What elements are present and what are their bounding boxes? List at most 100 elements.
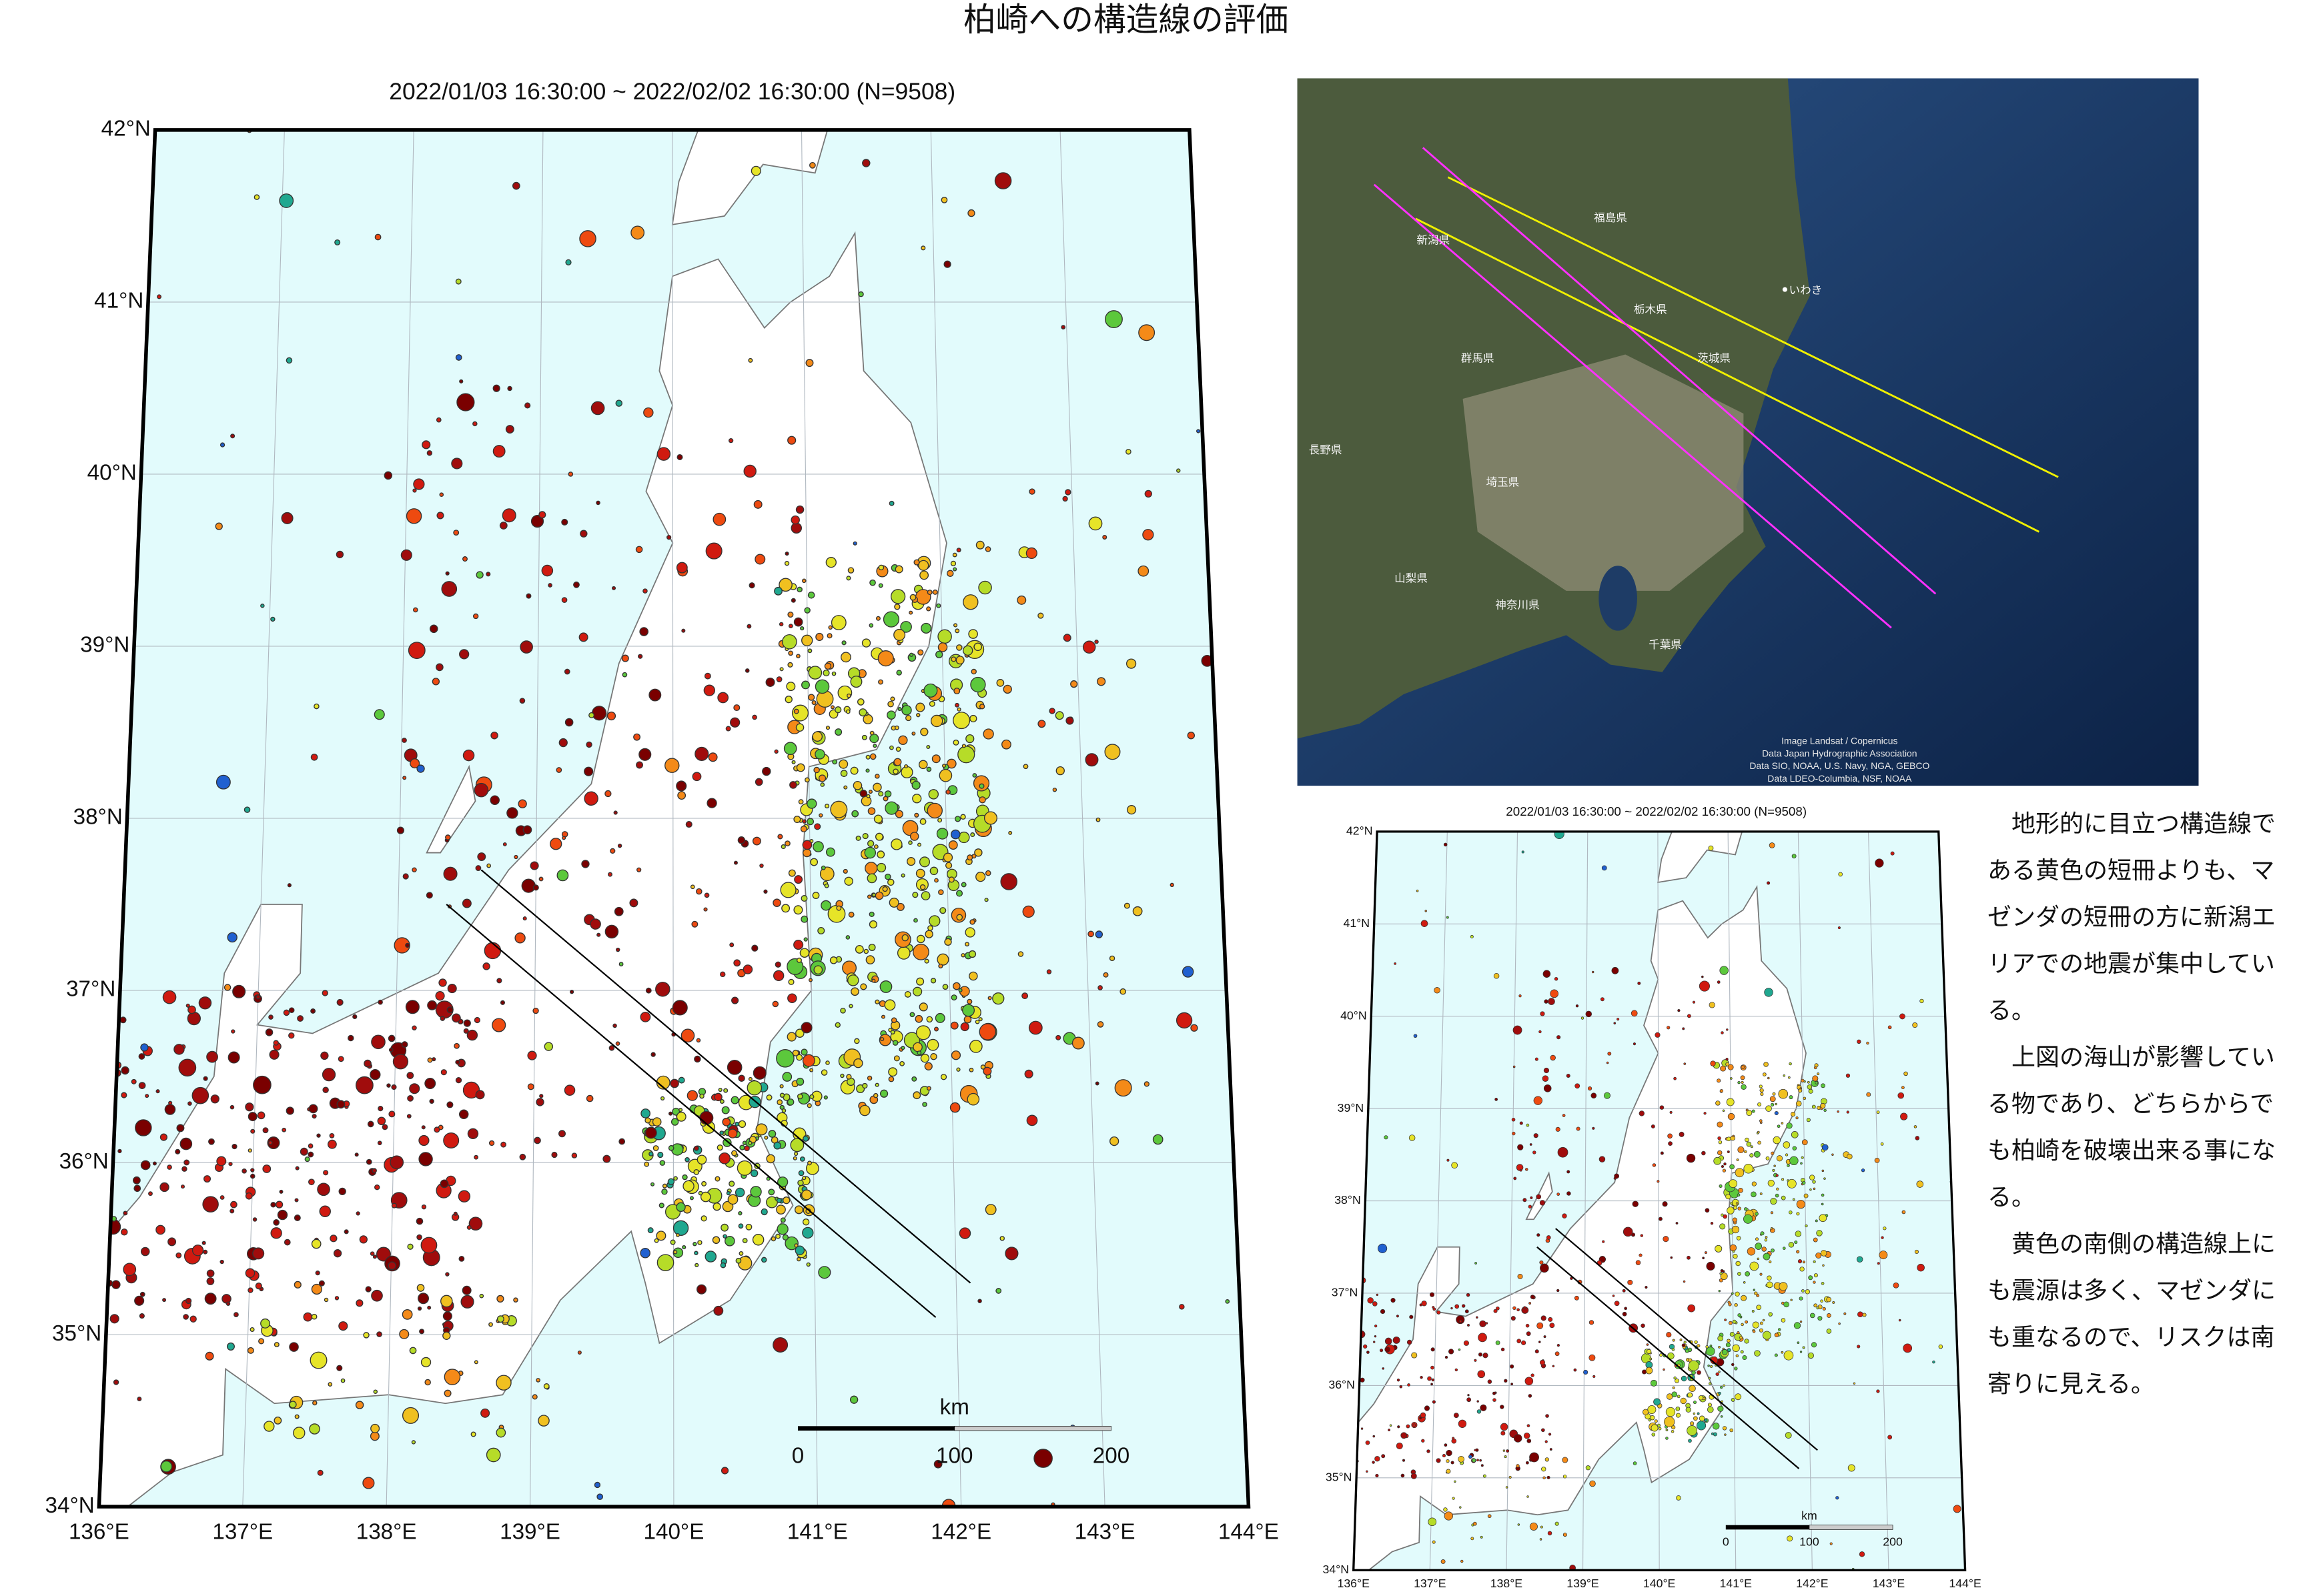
quake-dot: [662, 1183, 667, 1188]
quake-dot: [175, 1252, 182, 1259]
quake-dot: [929, 700, 935, 707]
quake-dot: [682, 1174, 688, 1180]
quake-dot: [901, 934, 909, 942]
quake-dot: [889, 897, 899, 908]
quake-dot: [1798, 1088, 1803, 1093]
quake-dot: [676, 562, 688, 574]
quake-dot: [1061, 325, 1066, 329]
quake-dot: [830, 705, 835, 710]
quake-dot: [847, 974, 859, 986]
quake-dot: [749, 582, 755, 589]
quake-dot: [1521, 1340, 1526, 1345]
quake-dot: [1580, 1016, 1584, 1020]
lon-label: 142°E: [1796, 1577, 1829, 1590]
quake-dot: [840, 1007, 846, 1014]
quake-dot: [443, 866, 458, 881]
quake-dot: [983, 811, 998, 825]
quake-dot: [1736, 1236, 1741, 1241]
quake-dot: [867, 873, 877, 884]
quake-dot: [1728, 1321, 1733, 1325]
prefecture-label: 長野県: [1309, 444, 1342, 456]
quake-dot: [893, 1055, 900, 1062]
quake-dot: [459, 649, 470, 660]
quake-dot: [697, 1284, 707, 1295]
quake-dot: [643, 407, 654, 418]
quake-dot: [1791, 1131, 1799, 1138]
quake-dot: [850, 676, 863, 688]
quake-dot: [878, 564, 885, 571]
quake-dot: [806, 1262, 811, 1267]
quake-dot: [1444, 1511, 1453, 1521]
quake-dot: [1459, 1320, 1462, 1323]
quake-dot: [777, 1223, 789, 1235]
quake-dot: [807, 694, 815, 701]
quake-dot: [474, 1360, 478, 1365]
quake-dot: [245, 1102, 254, 1112]
quake-dot: [250, 1128, 256, 1134]
quake-dot: [1511, 1117, 1516, 1122]
quake-dot: [729, 438, 734, 444]
quake-dot: [1541, 1428, 1545, 1433]
quake-dot: [1876, 1110, 1880, 1114]
quake-dot: [782, 1072, 793, 1082]
quake-dot: [411, 1440, 416, 1445]
quake-dot: [1727, 1348, 1731, 1353]
quake-dot: [1685, 1349, 1689, 1353]
quake-dot: [1427, 1376, 1432, 1381]
quake-dot: [1071, 1036, 1085, 1050]
quake-dot: [1719, 1223, 1726, 1230]
quake-dot: [1657, 1180, 1660, 1183]
quake-dot: [1512, 1131, 1516, 1136]
quake-dot: [282, 1127, 287, 1132]
quake-dot: [500, 1141, 506, 1148]
quake-dot: [445, 571, 450, 576]
quake-dot: [956, 1067, 961, 1072]
quake-dot: [751, 944, 759, 952]
quake-dot: [937, 642, 948, 652]
quake-dot: [1683, 1280, 1686, 1283]
quake-dot: [316, 1133, 321, 1138]
quake-dot: [1543, 1335, 1546, 1339]
quake-dot: [803, 937, 808, 942]
quake-dot: [1750, 1145, 1753, 1148]
quake-dot: [751, 165, 761, 176]
quake-dot: [1585, 1465, 1591, 1471]
quake-dot: [919, 884, 926, 890]
quake-dot: [979, 796, 986, 804]
quake-dot: [1541, 1467, 1546, 1472]
quake-dot: [1789, 1095, 1793, 1100]
quake-dot: [1687, 1255, 1691, 1260]
quake-dot: [761, 1208, 768, 1216]
quake-dot: [642, 588, 648, 594]
quake-dot: [776, 1205, 786, 1215]
quake-dot: [1688, 1439, 1692, 1443]
quake-dot: [1809, 1174, 1815, 1180]
quake-dot: [573, 581, 580, 588]
quake-dot: [933, 1459, 943, 1469]
quake-dot: [701, 1215, 707, 1222]
quake-dot: [723, 1088, 729, 1093]
quake-dot: [737, 836, 746, 844]
quake-dot: [1823, 1108, 1827, 1112]
quake-dot: [1672, 1339, 1675, 1342]
quake-dot: [883, 611, 900, 628]
quake-dot: [788, 650, 793, 656]
quake-dot: [707, 798, 717, 808]
quake-dot: [1811, 1342, 1817, 1348]
quake-dot: [713, 512, 727, 526]
quake-dot: [1789, 1156, 1799, 1166]
quake-dot: [799, 948, 810, 958]
quake-dot: [323, 1170, 329, 1176]
quake-dot: [919, 818, 927, 825]
quake-dot: [1517, 1523, 1520, 1526]
quake-dot: [1737, 1272, 1741, 1276]
quake-dot: [1633, 1042, 1637, 1046]
quake-dot: [234, 1312, 239, 1317]
note-paragraph: 黄色の南側の構造線上にも震源は多く、マゼンダにも重なるので、リスクは南寄りに見え…: [1987, 1231, 2276, 1398]
quake-dot: [802, 848, 812, 858]
quake-dot: [1087, 930, 1094, 938]
quake-dot: [1458, 1456, 1465, 1463]
quake-dot: [1534, 1057, 1538, 1061]
quake-dot: [1809, 1313, 1815, 1319]
notes: 地形的に目立つ構造線である黄色の短冊よりも、マゼンダの短冊の方に新潟エリアでの地…: [1987, 801, 2294, 1408]
